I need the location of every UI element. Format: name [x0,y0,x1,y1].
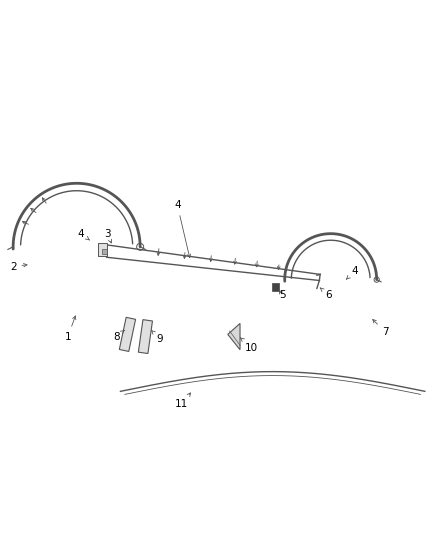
Text: 4: 4 [174,200,191,257]
Text: 2: 2 [10,262,27,271]
Text: 1: 1 [64,316,76,342]
FancyBboxPatch shape [102,249,107,254]
Text: 8: 8 [113,330,124,342]
FancyBboxPatch shape [272,282,279,290]
Text: 7: 7 [373,319,389,337]
Circle shape [137,243,144,251]
Text: 9: 9 [152,330,163,344]
Text: 11: 11 [175,393,191,409]
Text: 10: 10 [240,338,258,352]
Polygon shape [228,324,240,350]
FancyBboxPatch shape [98,243,107,256]
Text: 5: 5 [279,290,286,300]
Text: 4: 4 [346,266,358,279]
Polygon shape [119,317,136,351]
Text: 4: 4 [78,229,89,240]
Polygon shape [138,320,152,353]
Text: 6: 6 [320,288,332,300]
Text: 3: 3 [104,229,112,243]
Circle shape [374,277,379,282]
